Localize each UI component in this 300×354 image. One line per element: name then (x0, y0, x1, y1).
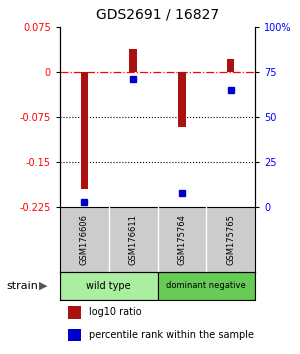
Bar (68, 329, 81, 341)
Text: strain: strain (6, 281, 38, 291)
Text: percentile rank within the sample: percentile rank within the sample (89, 330, 254, 340)
Text: log10 ratio: log10 ratio (89, 307, 142, 317)
Bar (81, 72, 88, 189)
Text: wild type: wild type (86, 281, 131, 291)
Bar (227, 58, 234, 72)
Bar (68, 306, 81, 319)
Text: ▶: ▶ (39, 281, 47, 291)
Text: GDS2691 / 16827: GDS2691 / 16827 (96, 7, 219, 21)
Bar (178, 72, 185, 127)
Text: dominant negative: dominant negative (167, 281, 246, 290)
Text: GSM175765: GSM175765 (226, 214, 235, 265)
Text: GSM176606: GSM176606 (80, 214, 89, 265)
Text: GSM175764: GSM175764 (177, 214, 186, 265)
Text: GSM176611: GSM176611 (129, 214, 138, 265)
Bar (130, 49, 137, 72)
Bar (158, 272, 255, 299)
Bar (60, 272, 158, 299)
